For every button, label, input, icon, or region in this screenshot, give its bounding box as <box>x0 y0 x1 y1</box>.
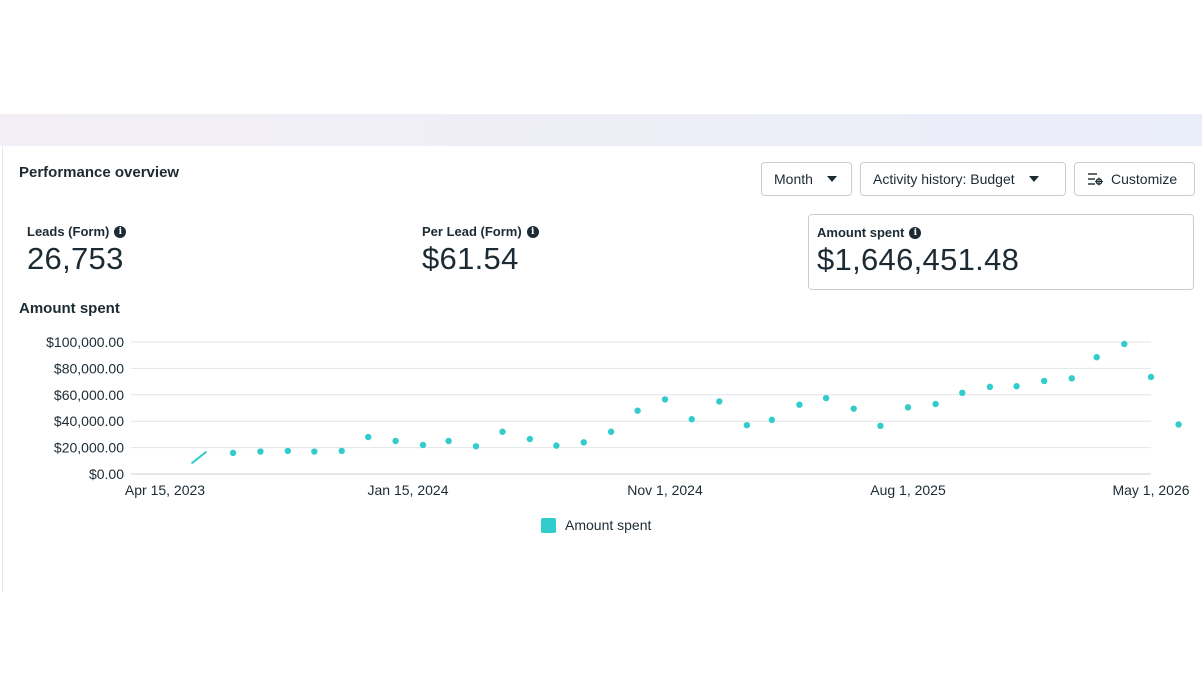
data-point <box>472 443 480 450</box>
data-point <box>311 448 318 455</box>
metric-value: $61.54 <box>422 241 519 276</box>
data-point <box>1121 340 1128 348</box>
data-point <box>1175 421 1182 428</box>
caret-down-icon <box>826 176 837 182</box>
chart-legend[interactable]: Amount spent <box>541 517 651 533</box>
x-tick-label: May 1, 2026 <box>1112 482 1189 498</box>
metric-value: $1,646,451.48 <box>817 242 1020 277</box>
data-point <box>986 383 994 391</box>
data-point <box>877 422 884 430</box>
metric-label: Amount spent <box>817 225 905 240</box>
customize-button[interactable]: Customize <box>1074 162 1195 196</box>
y-tick-label: $60,000.00 <box>54 387 124 403</box>
data-point <box>1093 353 1100 361</box>
activity-history-label: Activity history: Budget <box>873 171 1015 187</box>
legend-label: Amount spent <box>565 517 652 533</box>
data-point <box>743 421 751 429</box>
data-point <box>768 416 776 424</box>
y-tick-label: $20,000.00 <box>54 440 124 456</box>
metric-value: 26,753 <box>27 241 124 276</box>
x-tick-label: Apr 15, 2023 <box>125 482 205 498</box>
data-point <box>445 437 452 445</box>
data-point <box>634 407 641 414</box>
y-tick-label: $0.00 <box>89 466 124 482</box>
metric-leads-form[interactable]: Leads (Form) i 26,753 <box>19 214 399 290</box>
data-point <box>661 396 669 403</box>
caret-down-icon <box>1028 176 1039 182</box>
data-point <box>1013 383 1020 390</box>
month-dropdown[interactable]: Month <box>761 162 852 196</box>
y-tick-label: $80,000.00 <box>54 360 124 376</box>
data-point <box>499 428 506 435</box>
data-point <box>716 398 723 405</box>
data-point <box>553 442 560 449</box>
y-tick-label: $100,000.00 <box>46 334 124 350</box>
data-point <box>796 401 803 408</box>
data-point <box>1147 373 1155 381</box>
legend-swatch <box>541 517 556 533</box>
chart-title: Amount spent <box>19 300 120 317</box>
data-point <box>688 416 695 423</box>
sliders-icon <box>1088 173 1103 186</box>
data-point <box>822 394 830 402</box>
metric-amount-spent[interactable]: Amount spent i $1,646,451.48 <box>808 214 1194 290</box>
info-icon[interactable]: i <box>526 225 539 238</box>
y-tick-label: $40,000.00 <box>54 413 124 429</box>
customize-label: Customize <box>1111 171 1178 187</box>
data-point <box>1068 375 1075 382</box>
data-point <box>284 447 292 455</box>
data-point <box>419 441 427 449</box>
month-dropdown-label: Month <box>774 171 813 187</box>
metric-label: Per Lead (Form) <box>422 224 522 239</box>
data-point <box>959 389 966 397</box>
data-point <box>257 448 264 455</box>
activity-history-dropdown[interactable]: Activity history: Budget <box>860 162 1066 196</box>
data-point <box>580 439 587 446</box>
metric-per-lead-form[interactable]: Per Lead (Form) i $61.54 <box>414 214 794 290</box>
data-point <box>1040 377 1048 385</box>
page-title: Performance overview <box>19 164 180 181</box>
data-point <box>365 433 372 441</box>
info-icon[interactable]: i <box>909 226 922 239</box>
x-tick-label: Nov 1, 2024 <box>627 482 703 498</box>
data-point <box>607 428 615 435</box>
x-tick-label: Jan 15, 2024 <box>368 482 449 498</box>
series-line-segment <box>190 450 208 465</box>
data-point <box>904 404 912 411</box>
performance-overview-card: Performance overview Month Activity hist… <box>2 146 1202 592</box>
amount-spent-chart: $0.00 $20,000.00 $40,000.00 $60,000.00 $80,0… <box>46 334 1190 498</box>
top-banner-strip <box>0 114 1202 146</box>
data-point <box>229 449 237 457</box>
data-point <box>338 447 345 455</box>
metric-label: Leads (Form) <box>27 224 110 239</box>
data-point <box>932 400 939 408</box>
data-point <box>526 435 534 443</box>
x-tick-label: Aug 1, 2025 <box>870 482 946 498</box>
info-icon[interactable]: i <box>114 225 127 238</box>
data-point <box>392 437 399 445</box>
data-point <box>850 405 857 412</box>
